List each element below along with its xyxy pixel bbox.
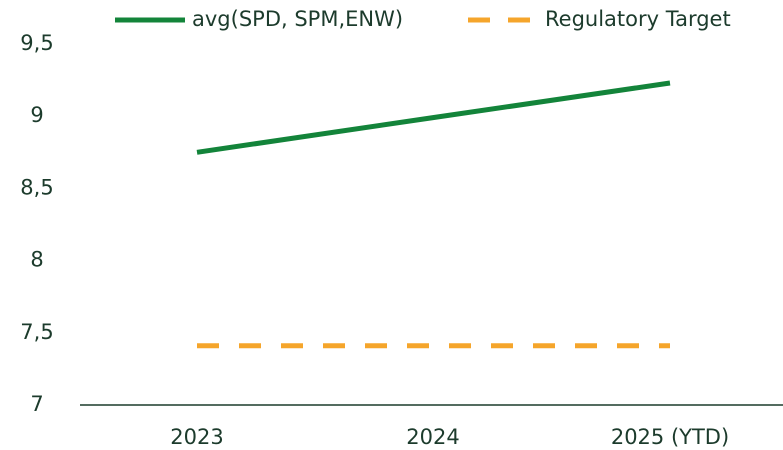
y-tick-label: 7,5 [20, 320, 53, 344]
x-tick-label: 2024 [406, 425, 459, 449]
y-tick-label: 7 [30, 392, 43, 416]
y-tick-label: 9,5 [20, 31, 53, 55]
series-line [196, 80, 671, 155]
legend-label: avg(SPD, SPM,ENW) [192, 7, 403, 31]
x-tick-label: 2025 (YTD) [611, 425, 729, 449]
y-tick-label: 8,5 [20, 175, 53, 199]
legend-label: Regulatory Target [545, 7, 731, 31]
y-tick-label: 8 [30, 248, 43, 272]
x-tick-label: 2023 [170, 425, 223, 449]
y-tick-label: 9 [30, 103, 43, 127]
